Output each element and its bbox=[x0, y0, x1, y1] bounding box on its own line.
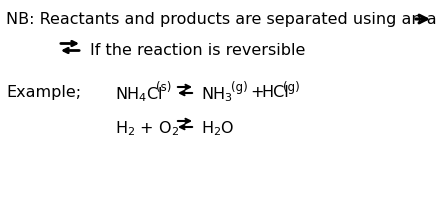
Text: +: + bbox=[250, 85, 264, 100]
Text: If the reaction is reversible: If the reaction is reversible bbox=[90, 43, 305, 58]
Text: HCl: HCl bbox=[261, 85, 289, 100]
Text: (s): (s) bbox=[156, 81, 171, 94]
Text: NH$_3$: NH$_3$ bbox=[201, 85, 233, 104]
Text: (g): (g) bbox=[283, 81, 300, 94]
Text: H$_2$ + O$_2$: H$_2$ + O$_2$ bbox=[115, 119, 179, 138]
Text: H$_2$O: H$_2$O bbox=[201, 119, 234, 138]
Text: Example;: Example; bbox=[6, 85, 81, 100]
Text: NH$_4$Cl: NH$_4$Cl bbox=[115, 85, 162, 104]
Text: NB: Reactants and products are separated using an arrow: NB: Reactants and products are separated… bbox=[6, 12, 438, 27]
Text: (g): (g) bbox=[231, 81, 248, 94]
